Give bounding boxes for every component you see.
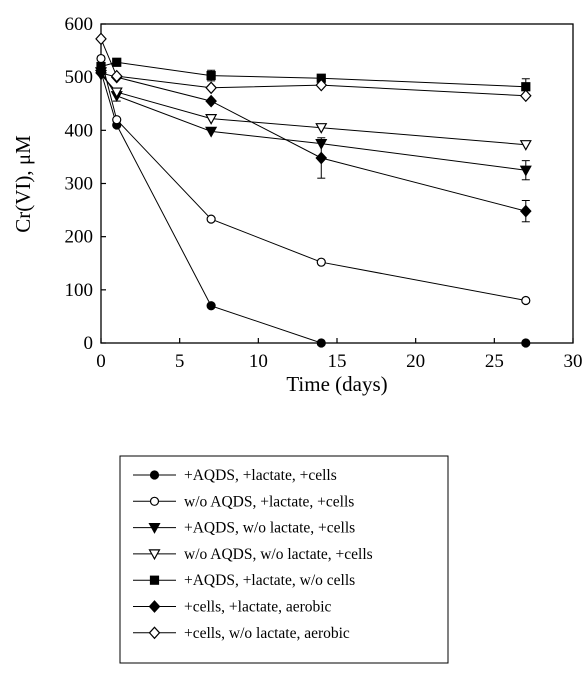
plot-frame — [100, 23, 574, 344]
y-axis-label: Cr(VI), μM — [11, 135, 35, 233]
legend-label: w/o AQDS, +lactate, +cells — [184, 493, 354, 510]
data-point — [205, 126, 218, 138]
legend-marker — [149, 575, 160, 585]
series-2-line — [100, 71, 526, 171]
legend-item-2: +AQDS, w/o lactate, +cells — [133, 520, 355, 537]
series-0-line — [100, 71, 526, 344]
series-1 — [96, 53, 531, 306]
x-tick-label-2: 10 — [249, 351, 268, 372]
x-tick-label-3: 15 — [328, 351, 347, 372]
data-point — [519, 89, 532, 103]
x-tick-label-5: 25 — [485, 351, 504, 372]
data-point — [521, 295, 531, 306]
y-tick-label-5: 500 — [65, 67, 94, 88]
data-point — [95, 32, 107, 46]
data-point — [315, 78, 328, 92]
y-tick-label-3: 300 — [65, 174, 94, 195]
data-point — [96, 53, 106, 64]
legend-item-6: +cells, w/o lactate, aerobic — [133, 625, 350, 642]
legend-item-3: w/o AQDS, w/o lactate, +cells — [133, 546, 373, 563]
legend-marker — [149, 470, 160, 480]
data-point — [519, 165, 532, 177]
legend: +AQDS, +lactate, +cells w/o AQDS, +lactat… — [133, 467, 373, 642]
series-0 — [96, 67, 531, 348]
legend-label: +AQDS, +lactate, +cells — [184, 467, 337, 484]
data-point — [112, 57, 122, 67]
series-layer — [94, 32, 532, 348]
series-1-line — [100, 58, 526, 301]
legend-label: +cells, +lactate, aerobic — [184, 599, 332, 616]
data-point — [206, 301, 216, 311]
x-tick-label-4: 20 — [406, 351, 425, 372]
data-point — [205, 94, 217, 108]
data-point — [206, 214, 216, 224]
legend-label: +cells, w/o lactate, aerobic — [184, 625, 350, 642]
data-point — [110, 69, 123, 83]
y-tick-label-6: 600 — [65, 14, 94, 35]
y-tick-label-0: 0 — [84, 333, 94, 354]
legend-item-5: +cells, +lactate, aerobic — [133, 599, 332, 616]
data-point — [316, 338, 326, 348]
x-axis-label: Time (days) — [286, 372, 387, 396]
series-4 — [96, 57, 531, 96]
legend-item-1: w/o AQDS, +lactate, +cells — [133, 493, 354, 510]
data-point — [205, 114, 218, 125]
data-point — [519, 140, 532, 151]
legend-marker — [149, 496, 160, 506]
legend-marker — [148, 522, 161, 534]
data-point — [315, 123, 328, 134]
y-tick-label-4: 400 — [65, 120, 94, 141]
legend-box — [119, 455, 449, 664]
legend-item-4: +AQDS, +lactate, w/o cells — [133, 572, 355, 589]
series-5 — [95, 66, 532, 223]
data-point — [110, 87, 123, 99]
y-tick-label-1: 100 — [65, 280, 94, 301]
series-6-line — [100, 38, 526, 97]
legend-label: +AQDS, +lactate, w/o cells — [184, 572, 355, 589]
legend-label: +AQDS, w/o lactate, +cells — [184, 520, 355, 537]
series-6 — [95, 32, 532, 103]
series-4-line — [100, 61, 526, 88]
series-3 — [94, 69, 532, 151]
legend-marker — [148, 626, 161, 640]
data-point — [95, 66, 107, 80]
legend-marker — [148, 549, 161, 561]
data-point — [316, 257, 326, 267]
data-point — [206, 70, 216, 81]
data-point — [519, 204, 532, 218]
legend-item-0: +AQDS, +lactate, +cells — [133, 467, 337, 484]
legend-marker — [148, 600, 161, 613]
series-5-line — [100, 72, 526, 212]
x-tick-label-6: 30 — [564, 351, 583, 372]
data-point — [521, 338, 531, 348]
y-tick-label-2: 200 — [65, 227, 94, 248]
x-tick-label-1: 5 — [175, 351, 185, 372]
x-tick-label-0: 0 — [96, 351, 106, 372]
data-point — [112, 115, 122, 125]
legend-label: w/o AQDS, w/o lactate, +cells — [184, 546, 373, 563]
data-point — [205, 81, 217, 95]
data-point — [315, 151, 328, 165]
